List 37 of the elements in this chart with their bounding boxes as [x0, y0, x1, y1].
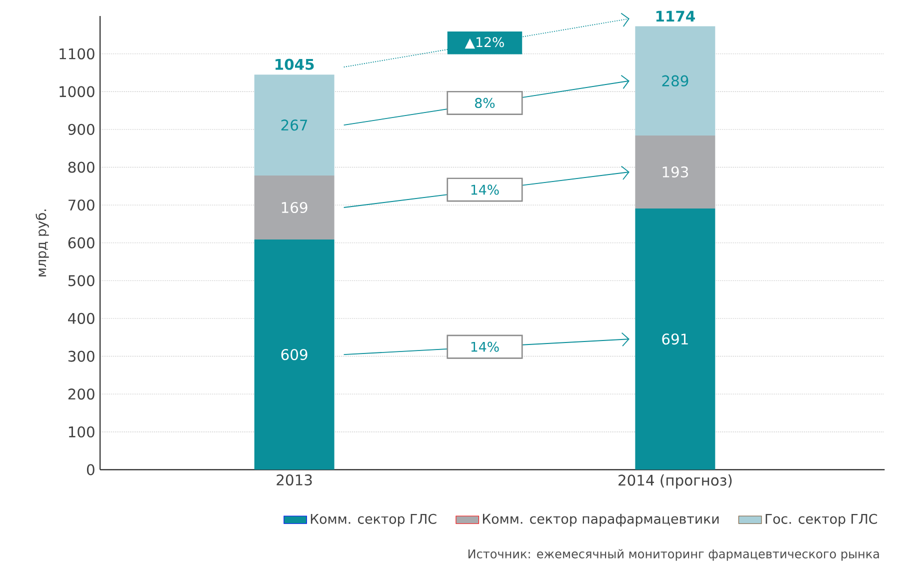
- bar: [635, 208, 716, 470]
- y-tick-label: 500: [68, 275, 94, 286]
- text: Источник: ежемесячный мониторинг фармацевтического рынка: [468, 549, 879, 561]
- y-tick-label: 600: [68, 237, 94, 249]
- total-label: 1174: [656, 10, 695, 22]
- y-tick-label: 100: [68, 426, 94, 438]
- y-tick-label: 800: [68, 162, 94, 173]
- y-tick-label: 400: [68, 313, 94, 324]
- y-tick-label: 1100: [60, 48, 94, 60]
- bar: [635, 136, 716, 209]
- data-label: 169: [282, 202, 308, 214]
- data-label: 289: [662, 75, 688, 87]
- bar: [254, 240, 334, 470]
- total-label: 1045: [276, 58, 314, 70]
- bar: [635, 26, 716, 136]
- data-label: 193: [662, 166, 688, 178]
- y-tick-label: 200: [68, 388, 94, 400]
- annotation: 8%: [475, 98, 495, 108]
- bar: [254, 176, 334, 240]
- y-axis-title: млрд руб.: [36, 210, 49, 276]
- y-tick-label: 0: [86, 464, 94, 476]
- y-tick-label: 900: [68, 124, 94, 136]
- x-tick-label: 2013: [276, 474, 312, 486]
- y-tick-label: 300: [68, 350, 94, 362]
- x-tick-label: 2014 (прогноз): [618, 474, 732, 489]
- y-tick-label: 1000: [60, 86, 94, 98]
- data-label: 609: [281, 349, 308, 360]
- data-label: 691: [662, 334, 688, 345]
- legend-label: Комм. сектор парафармацевтики: [483, 514, 719, 527]
- legend-label: Гос. сектор ГЛС: [766, 514, 878, 527]
- y-tick-label: 700: [68, 200, 94, 211]
- legend-label: Комм. сектор ГЛС: [310, 514, 436, 527]
- annotation: 14%: [471, 184, 499, 195]
- data-label: 267: [281, 120, 308, 131]
- annotation: ▲12%: [464, 37, 504, 49]
- annotation: 14%: [471, 342, 499, 352]
- bar: [254, 74, 334, 176]
